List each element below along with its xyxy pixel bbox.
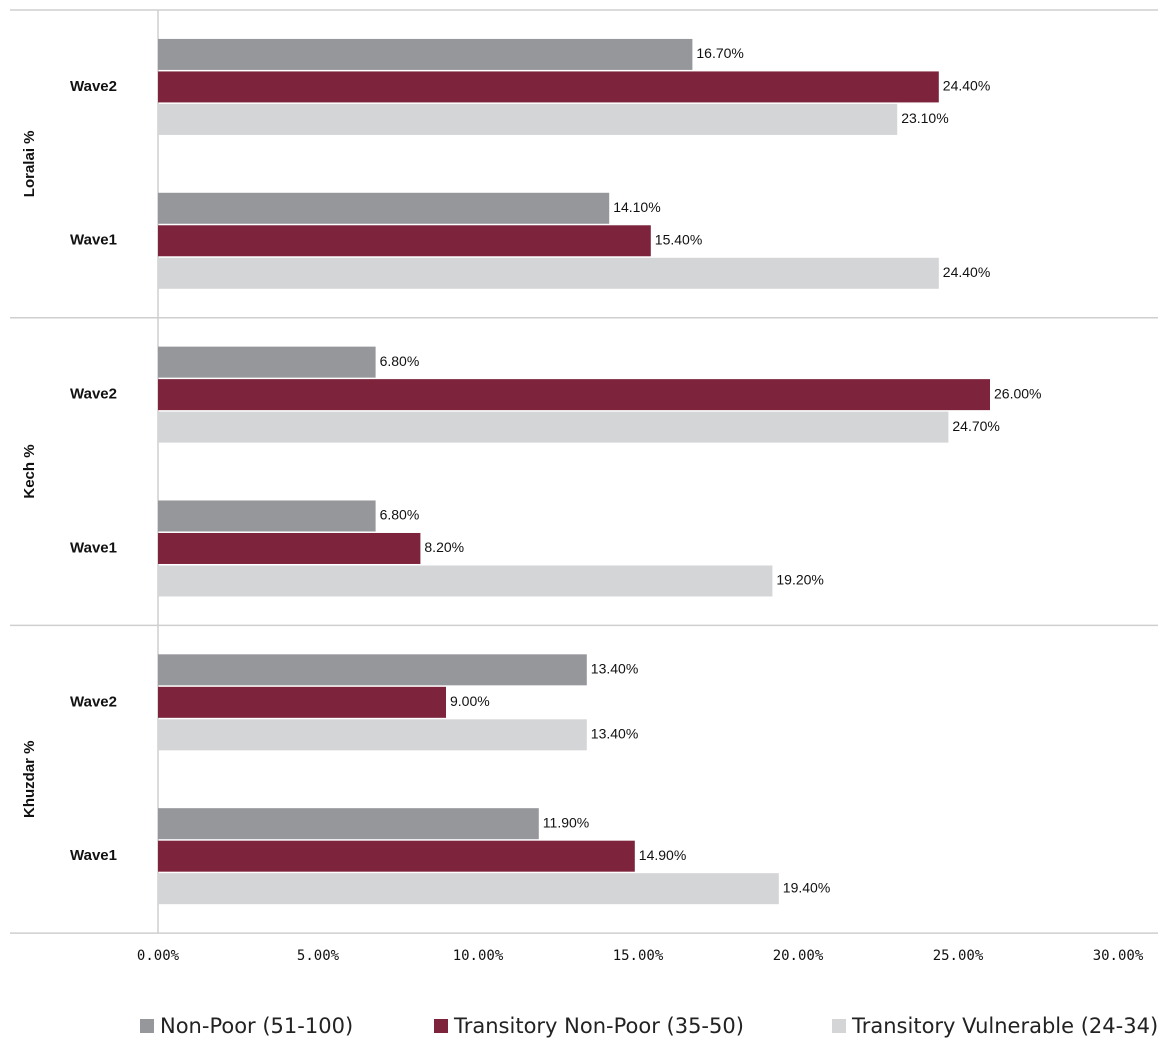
legend-swatch-non-poor <box>140 1019 154 1033</box>
legend-label: Non-Poor (51-100) <box>160 1014 354 1038</box>
legend-item-transitory-non-poor: Transitory Non-Poor (35-50) <box>434 1014 744 1038</box>
group-label: Loralai % <box>21 131 38 198</box>
x-tick-label: 5.00% <box>297 948 340 964</box>
x-tick-label: 20.00% <box>773 948 824 964</box>
bar <box>158 379 990 411</box>
x-tick-label: 10.00% <box>453 948 504 964</box>
bar <box>158 532 421 564</box>
data-label: 24.70% <box>952 418 999 434</box>
x-tick-label: 30.00% <box>1093 948 1144 964</box>
bars: Loralai % Wave2 16.70% 24.40% 23.10% Wave1 14.… <box>21 38 1041 905</box>
data-label: 13.40% <box>591 661 638 677</box>
legend: Non-Poor (51-100) Transitory Non-Poor (3… <box>0 1010 1160 1040</box>
category-label: Wave2 <box>70 693 117 710</box>
legend-item-non-poor: Non-Poor (51-100) <box>140 1014 353 1038</box>
bar <box>158 346 376 378</box>
data-label: 13.40% <box>591 726 638 742</box>
data-label: 24.40% <box>943 78 990 94</box>
x-tick-label: 0.00% <box>137 948 180 964</box>
bar <box>158 565 773 597</box>
data-label: 6.80% <box>380 507 420 523</box>
x-axis-ticks: 0.00% 5.00% 10.00% 15.00% 20.00% 25.00% 30.00% <box>137 948 1144 964</box>
bar <box>158 500 376 532</box>
data-label: 6.80% <box>380 353 420 369</box>
bar <box>158 257 939 289</box>
bar <box>158 103 898 135</box>
legend-label: Transitory Non-Poor (35-50) <box>454 1014 744 1038</box>
legend-item-transitory-vulnerable: Transitory Vulnerable (24-34) <box>832 1014 1158 1038</box>
data-label: 24.40% <box>943 264 990 280</box>
category-label: Wave2 <box>70 78 117 95</box>
bar <box>158 192 610 224</box>
bar <box>158 71 939 103</box>
legend-swatch-transitory-vulnerable <box>832 1019 846 1033</box>
legend-label: Transitory Vulnerable (24-34) <box>852 1014 1159 1038</box>
category-label: Wave1 <box>70 847 117 864</box>
bar <box>158 654 587 686</box>
data-label: 14.90% <box>639 847 686 863</box>
data-label: 26.00% <box>994 385 1041 401</box>
bar <box>158 411 949 443</box>
bar <box>158 225 651 257</box>
x-tick-label: 15.00% <box>613 948 664 964</box>
data-label: 8.20% <box>424 539 464 555</box>
bar <box>158 840 635 872</box>
data-label: 23.10% <box>901 110 948 126</box>
data-label: 19.20% <box>776 572 823 588</box>
category-label: Wave2 <box>70 386 117 403</box>
bar-chart: Loralai % Wave2 16.70% 24.40% 23.10% Wave1 14.… <box>10 9 1158 964</box>
data-label: 11.90% <box>543 814 589 830</box>
group-label: Kech % <box>21 444 38 498</box>
bar <box>158 38 693 70</box>
data-label: 19.40% <box>783 879 830 895</box>
group-separators <box>10 9 1158 934</box>
bar <box>158 686 446 718</box>
bar <box>158 808 539 840</box>
data-label: 15.40% <box>655 231 702 247</box>
data-label: 16.70% <box>696 45 743 61</box>
bar <box>158 719 587 751</box>
x-tick-label: 25.00% <box>933 948 984 964</box>
group-label: Khuzdar % <box>21 740 38 818</box>
category-label: Wave1 <box>70 232 117 249</box>
bar <box>158 873 779 905</box>
legend-swatch-transitory-non-poor <box>434 1019 448 1033</box>
category-label: Wave1 <box>70 539 117 556</box>
data-label: 9.00% <box>450 693 490 709</box>
data-label: 14.10% <box>613 199 660 215</box>
